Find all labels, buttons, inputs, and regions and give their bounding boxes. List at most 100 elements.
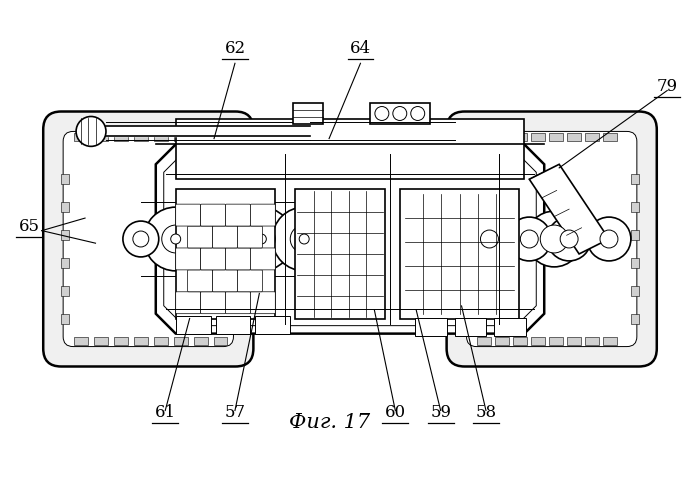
Bar xyxy=(494,318,526,336)
Bar xyxy=(531,133,545,141)
Circle shape xyxy=(187,207,251,271)
FancyBboxPatch shape xyxy=(251,292,275,314)
Polygon shape xyxy=(529,164,609,254)
Circle shape xyxy=(272,207,336,271)
Bar xyxy=(214,133,228,141)
Circle shape xyxy=(332,231,348,247)
Circle shape xyxy=(411,107,425,120)
Bar xyxy=(550,337,564,345)
Bar xyxy=(214,337,228,345)
Bar xyxy=(61,314,69,324)
Circle shape xyxy=(247,225,275,253)
Bar xyxy=(585,133,599,141)
FancyBboxPatch shape xyxy=(447,111,657,367)
Bar xyxy=(61,174,69,184)
Bar xyxy=(631,230,639,240)
Bar xyxy=(256,315,290,334)
Circle shape xyxy=(299,234,309,244)
FancyBboxPatch shape xyxy=(188,270,213,292)
Bar xyxy=(631,174,639,184)
Bar xyxy=(513,337,527,345)
Bar xyxy=(114,337,128,345)
Circle shape xyxy=(290,225,318,253)
Bar xyxy=(631,202,639,212)
Text: Фиг. 17: Фиг. 17 xyxy=(288,413,370,432)
FancyBboxPatch shape xyxy=(63,131,234,347)
Bar xyxy=(216,315,251,334)
Circle shape xyxy=(587,217,631,261)
Bar xyxy=(631,314,639,324)
Bar xyxy=(400,189,519,319)
Bar xyxy=(74,337,88,345)
Bar xyxy=(477,337,491,345)
FancyBboxPatch shape xyxy=(251,204,275,226)
Circle shape xyxy=(393,107,407,120)
Bar xyxy=(194,337,208,345)
Text: 57: 57 xyxy=(225,404,246,421)
Bar xyxy=(61,230,69,240)
FancyBboxPatch shape xyxy=(225,204,251,226)
FancyBboxPatch shape xyxy=(188,226,213,248)
Circle shape xyxy=(468,217,512,261)
Bar xyxy=(567,337,581,345)
Bar xyxy=(295,189,385,319)
Bar xyxy=(154,337,168,345)
Circle shape xyxy=(256,234,266,244)
FancyBboxPatch shape xyxy=(251,248,275,270)
Bar xyxy=(513,133,527,141)
Circle shape xyxy=(123,221,159,257)
FancyBboxPatch shape xyxy=(225,292,251,314)
Text: 64: 64 xyxy=(350,40,371,57)
FancyBboxPatch shape xyxy=(176,292,201,314)
Bar xyxy=(414,318,447,336)
Circle shape xyxy=(526,211,582,267)
Circle shape xyxy=(520,230,538,248)
Circle shape xyxy=(375,107,389,120)
Text: 60: 60 xyxy=(385,404,406,421)
FancyBboxPatch shape xyxy=(201,248,225,270)
Bar xyxy=(174,337,188,345)
Bar xyxy=(585,337,599,345)
Bar xyxy=(61,202,69,212)
Bar xyxy=(603,133,617,141)
Bar xyxy=(631,286,639,296)
Circle shape xyxy=(540,225,568,253)
Text: 65: 65 xyxy=(19,218,40,235)
Bar xyxy=(550,133,564,141)
Ellipse shape xyxy=(76,117,106,146)
Bar xyxy=(496,337,510,345)
Bar xyxy=(477,133,491,141)
Bar xyxy=(61,258,69,268)
Bar xyxy=(134,337,148,345)
Bar xyxy=(370,103,430,124)
FancyBboxPatch shape xyxy=(237,226,262,248)
Bar xyxy=(194,133,208,141)
Bar xyxy=(114,133,128,141)
Circle shape xyxy=(171,234,181,244)
Circle shape xyxy=(230,207,293,271)
FancyBboxPatch shape xyxy=(201,292,225,314)
Circle shape xyxy=(133,231,149,247)
FancyBboxPatch shape xyxy=(176,248,201,270)
Bar xyxy=(454,318,486,336)
Bar xyxy=(174,133,188,141)
Circle shape xyxy=(204,225,232,253)
FancyBboxPatch shape xyxy=(43,111,253,367)
Circle shape xyxy=(322,221,358,257)
FancyBboxPatch shape xyxy=(466,131,637,347)
Bar xyxy=(61,286,69,296)
Circle shape xyxy=(162,225,190,253)
Text: 79: 79 xyxy=(657,78,678,95)
Bar xyxy=(176,120,524,179)
Bar xyxy=(567,133,581,141)
Circle shape xyxy=(547,217,591,261)
Polygon shape xyxy=(156,144,544,334)
Circle shape xyxy=(480,230,498,248)
Bar xyxy=(176,315,211,334)
FancyBboxPatch shape xyxy=(176,204,201,226)
Text: 58: 58 xyxy=(475,404,496,421)
Bar xyxy=(176,189,275,319)
Bar xyxy=(94,337,108,345)
Bar xyxy=(603,337,617,345)
Circle shape xyxy=(560,230,578,248)
